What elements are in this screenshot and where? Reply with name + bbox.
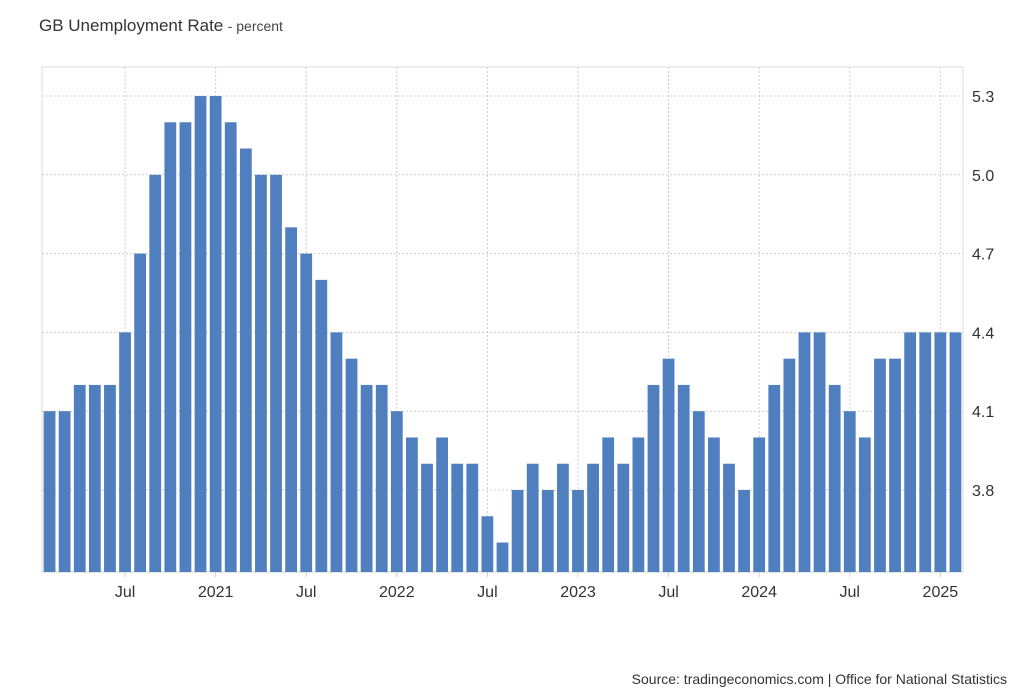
bar: [179, 122, 192, 573]
bar: [904, 332, 917, 572]
bar: [481, 516, 494, 572]
bar: [496, 542, 509, 572]
x-tick-label: Jul: [296, 584, 316, 601]
bar: [134, 253, 147, 572]
bar: [224, 122, 237, 573]
bar-series: [43, 96, 962, 573]
bar: [360, 384, 373, 572]
bar: [828, 384, 841, 572]
bar: [330, 332, 343, 572]
bar: [753, 437, 766, 572]
bar: [466, 463, 479, 572]
bar: [300, 253, 313, 572]
bar: [375, 384, 388, 572]
bar: [436, 437, 448, 572]
x-axis-labels: Jul 2021 Jul 2022 Jul 2023 Jul 2024 Jul 2025: [115, 584, 958, 601]
bar: [798, 332, 811, 572]
bar: [43, 411, 56, 572]
bar-chart: 3.8 4.1 4.4 4.7 5.0 5.3 Jul 2021 Jul 2022 Jul 2023…: [41, 66, 994, 601]
x-tick-label: 2023: [560, 584, 596, 601]
bar: [511, 490, 524, 572]
x-tick-label: 2021: [198, 584, 234, 601]
bar: [285, 227, 298, 572]
x-tick-label: Jul: [840, 584, 860, 601]
bar: [723, 463, 735, 572]
bar: [843, 411, 856, 572]
bar: [783, 358, 796, 572]
y-tick-label: 4.4: [972, 325, 994, 342]
x-tick-label: Jul: [658, 584, 678, 601]
bar: [707, 437, 720, 572]
bar: [451, 463, 464, 572]
bar: [934, 332, 947, 572]
bar: [738, 490, 750, 572]
bar: [345, 358, 358, 572]
bar: [572, 490, 584, 572]
bar: [541, 490, 554, 572]
chart-title-block: GB Unemployment Rate - percent: [39, 16, 283, 36]
bar: [692, 411, 705, 572]
bar: [194, 96, 207, 572]
chart-unit: - percent: [227, 18, 283, 34]
bar: [617, 463, 630, 572]
bar: [270, 174, 282, 573]
bar: [662, 358, 675, 572]
bar: [526, 463, 539, 572]
x-tick-label: 2024: [741, 584, 777, 601]
y-tick-label: 5.0: [972, 168, 994, 185]
bar: [919, 332, 932, 572]
bar: [390, 411, 403, 572]
bar: [421, 463, 433, 572]
bar: [632, 437, 645, 572]
bar: [119, 332, 131, 572]
bar: [587, 463, 599, 572]
bar: [813, 332, 826, 572]
bar: [949, 332, 962, 572]
x-tick-label: Jul: [477, 584, 497, 601]
bar: [889, 358, 901, 572]
bar: [239, 148, 252, 572]
y-tick-label: 4.1: [972, 404, 994, 421]
bar: [677, 384, 690, 572]
bar: [73, 384, 86, 572]
x-tick-label: 2022: [379, 584, 415, 601]
bar: [149, 174, 162, 573]
bar: [164, 122, 177, 573]
x-tick-label: 2025: [923, 584, 959, 601]
bar: [557, 463, 569, 572]
bar: [88, 384, 101, 572]
x-tick-label: Jul: [115, 584, 135, 601]
y-tick-label: 5.3: [972, 89, 994, 106]
bar: [209, 96, 222, 572]
bar: [874, 358, 886, 572]
bar: [315, 279, 328, 572]
bar: [858, 437, 871, 572]
y-tick-label: 3.8: [972, 483, 994, 500]
chart-title: GB Unemployment Rate: [39, 16, 224, 35]
y-tick-label: 4.7: [972, 247, 994, 264]
bar: [104, 384, 116, 572]
bar: [406, 437, 418, 572]
bar: [255, 174, 267, 573]
bar: [768, 384, 781, 572]
source-note: Source: tradingeconomics.com | Office fo…: [631, 671, 1007, 687]
bar: [647, 384, 660, 572]
bar: [602, 437, 615, 572]
bar: [58, 411, 71, 572]
y-axis-labels: 3.8 4.1 4.4 4.7 5.0 5.3: [972, 89, 994, 500]
